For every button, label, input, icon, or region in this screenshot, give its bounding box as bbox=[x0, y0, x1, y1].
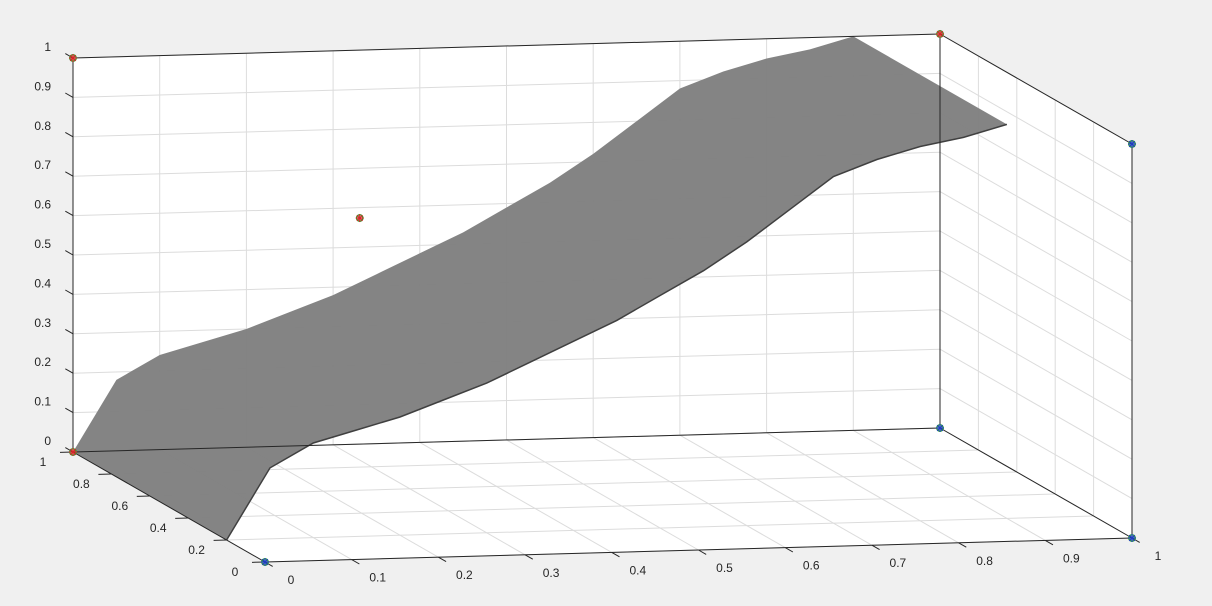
x-tick-label: 0.6 bbox=[803, 559, 820, 573]
surface-layer bbox=[73, 36, 1008, 541]
x-tick-mark bbox=[611, 551, 620, 558]
grid-line bbox=[149, 471, 1017, 497]
marker-point bbox=[1128, 534, 1136, 542]
x-tick-mark bbox=[438, 556, 447, 563]
axes-box bbox=[72, 33, 1133, 563]
grid-line bbox=[592, 437, 786, 549]
marker-point bbox=[936, 30, 944, 38]
z-tick-mark bbox=[65, 92, 74, 98]
z-tick-label: 0.8 bbox=[34, 119, 51, 133]
x-tick-label: 0.8 bbox=[976, 554, 993, 568]
marker-stroke bbox=[1128, 534, 1136, 542]
grid-line bbox=[939, 269, 1133, 381]
grid-line bbox=[188, 493, 1056, 519]
grid-line bbox=[939, 230, 1133, 342]
z-tick-label: 0.6 bbox=[34, 198, 51, 212]
grid-line bbox=[332, 444, 526, 556]
box-edge bbox=[72, 427, 941, 453]
z-tick-label: 0 bbox=[44, 434, 51, 448]
x-tick-label: 0.5 bbox=[716, 561, 733, 575]
marker-point bbox=[261, 558, 269, 566]
grid-line bbox=[766, 432, 959, 544]
y-tick-label: 0.2 bbox=[188, 543, 205, 557]
y-tick-label: 1 bbox=[40, 455, 47, 469]
x-tick-label: 1 bbox=[1155, 549, 1162, 563]
x-tick-mark bbox=[1045, 539, 1054, 546]
z-tick-label: 0.3 bbox=[34, 316, 51, 330]
box-edge bbox=[72, 33, 941, 59]
x-tick-label: 0.4 bbox=[629, 563, 646, 577]
grid-line bbox=[226, 515, 1094, 541]
x-tick-mark bbox=[524, 554, 534, 560]
grid-line bbox=[679, 434, 873, 546]
grid-line bbox=[939, 348, 1133, 460]
grid-line bbox=[939, 151, 1133, 263]
x-tick-label: 0.7 bbox=[890, 556, 907, 570]
z-tick-mark bbox=[65, 171, 74, 177]
marker-stroke bbox=[356, 214, 363, 222]
x-tick-label: 0.2 bbox=[456, 568, 473, 582]
marker-point bbox=[69, 54, 77, 62]
grid-line bbox=[506, 439, 699, 551]
box-edge bbox=[939, 427, 1133, 539]
z-tick-mark bbox=[65, 250, 74, 256]
grid-line bbox=[939, 191, 1133, 303]
marker-point bbox=[936, 424, 944, 432]
z-tick-mark bbox=[65, 328, 74, 335]
x-tick-mark bbox=[871, 544, 880, 551]
z-tick-mark bbox=[65, 289, 74, 295]
markers-layer bbox=[69, 30, 1136, 566]
marker-stroke bbox=[69, 54, 77, 62]
x-tick-mark bbox=[784, 547, 794, 553]
z-tick-label: 0.2 bbox=[34, 355, 51, 369]
x-tick-label: 0.3 bbox=[543, 566, 560, 580]
grid-line bbox=[939, 72, 1133, 184]
x-tick-mark bbox=[698, 549, 707, 555]
y-tick-label: 0.4 bbox=[150, 521, 167, 535]
grid-line bbox=[939, 388, 1133, 500]
x-tick-mark bbox=[351, 559, 360, 565]
grid-line bbox=[939, 309, 1133, 421]
box-edge bbox=[72, 451, 266, 563]
z-tick-label: 0.4 bbox=[34, 276, 51, 290]
tick-labels: 0 0.1 0.2 0.3 0.4 0.5 0.6 0.7 0.8 0.9 1 0 0.2 0.4 0.6 0… bbox=[34, 40, 1161, 587]
marker-point bbox=[69, 448, 77, 456]
y-tick-label: 0.8 bbox=[73, 477, 90, 491]
marker-stroke bbox=[261, 558, 269, 566]
z-tick-mark bbox=[65, 407, 74, 414]
surface-sheet bbox=[73, 36, 1007, 541]
z-tick-mark bbox=[65, 131, 74, 138]
x-tick-mark bbox=[958, 542, 967, 548]
z-tick-label: 0.5 bbox=[34, 237, 51, 251]
z-tick-label: 0.1 bbox=[34, 395, 51, 409]
z-tick-mark bbox=[65, 368, 74, 374]
box-edge bbox=[939, 33, 1133, 145]
y-tick-label: 0.6 bbox=[111, 499, 128, 513]
z-tick-mark bbox=[65, 210, 74, 217]
grid-line bbox=[419, 441, 613, 553]
grid-line bbox=[246, 446, 439, 558]
marker-stroke bbox=[936, 30, 944, 38]
marker-stroke bbox=[1128, 140, 1136, 148]
z-tick-label: 0.7 bbox=[34, 158, 51, 172]
marker-point bbox=[1128, 140, 1136, 148]
marker-point bbox=[355, 214, 364, 223]
y-tick-label: 0 bbox=[232, 565, 239, 579]
surface-front-edge bbox=[225, 123, 1008, 541]
x-tick-label: 0.1 bbox=[369, 571, 386, 585]
marker-stroke bbox=[936, 424, 944, 432]
grid-line bbox=[853, 429, 1046, 541]
z-tick-label: 1 bbox=[44, 40, 51, 54]
marker-stroke bbox=[69, 448, 77, 456]
z-tick-label: 0.9 bbox=[34, 79, 51, 93]
x-tick-label: 0.9 bbox=[1063, 551, 1080, 565]
x-tick-label: 0 bbox=[288, 573, 295, 587]
